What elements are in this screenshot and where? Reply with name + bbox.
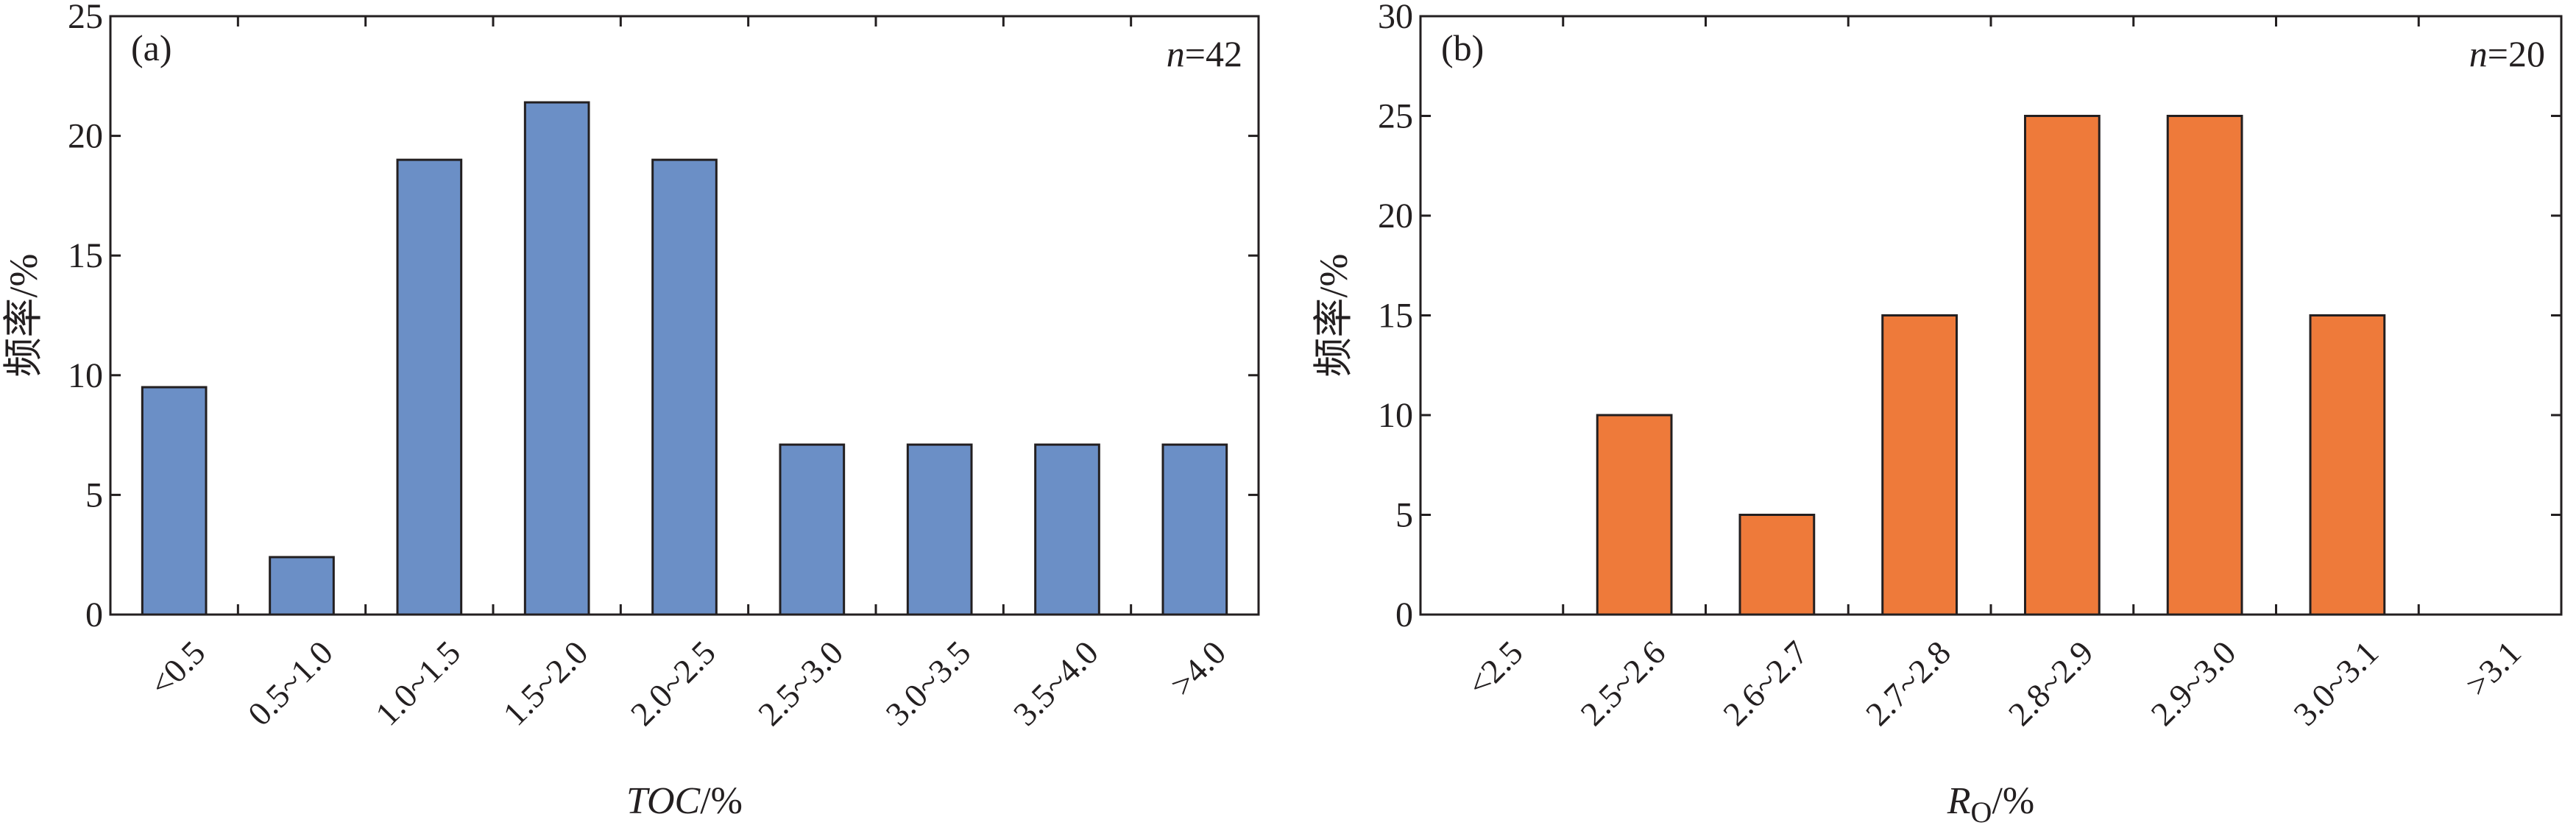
bar-4 [651, 158, 718, 616]
plot-frame [109, 15, 1260, 616]
y-tick-label: 20 [1378, 197, 1413, 236]
bar-2 [1738, 514, 1816, 616]
y-tick-label: 20 [68, 117, 103, 156]
x-category-label: 2.6~2.7 [1716, 634, 1815, 733]
y-tick-label: 0 [1395, 595, 1413, 634]
sample-count-value: =20 [2488, 33, 2545, 74]
panel-label: (a) [131, 27, 172, 68]
x-category-label: 2.9~3.0 [2143, 634, 2243, 733]
y-tick-label: 0 [85, 595, 103, 634]
x-axis-label-unit: /% [1992, 780, 2034, 822]
y-tick-label: 25 [68, 0, 103, 36]
x-category-label: <0.5 [142, 634, 212, 704]
y-tick-label: 5 [1395, 496, 1413, 535]
x-category-label: 1.0~1.5 [368, 634, 467, 733]
x-axis-label: TOC/% [626, 780, 743, 822]
x-category-label: 2.5~2.6 [1573, 634, 1672, 733]
bar-2 [396, 158, 463, 616]
bar-7 [1034, 443, 1100, 616]
sample-count: n=42 [1167, 33, 1242, 74]
bar-5 [2166, 115, 2243, 616]
x-category-label: 1.5~2.0 [496, 634, 595, 733]
x-category-label: >4.0 [1163, 634, 1233, 704]
x-category-label: 3.0~3.5 [879, 634, 978, 733]
panel-a: 0 5 10 15 20 25 <0.5 0.5~1.0 1.0~1.5 1.5~2.0 2.0~2… [1, 0, 1260, 822]
bar-1 [269, 556, 335, 616]
bar-0 [141, 386, 208, 616]
y-axis-label: 频率/% [1, 254, 46, 378]
y-tick-label: 30 [1378, 0, 1413, 36]
bar-3 [1881, 314, 1958, 616]
panel-b: 0 5 10 15 20 25 30 <2.5 2.5~2.6 2.6~2.7 2.7~2.8 2.8… [1312, 0, 2563, 828]
x-axis-label-unit: /% [700, 780, 743, 822]
bar-8 [1161, 443, 1228, 616]
y-tick-label: 10 [1378, 396, 1413, 435]
plot-frame [1419, 15, 2563, 616]
x-category-label: 2.0~2.5 [623, 634, 723, 733]
sample-count: n=20 [2469, 33, 2545, 74]
bar-4 [2024, 115, 2101, 616]
sample-count-value: =42 [1185, 33, 1242, 74]
y-tick-label: 25 [1378, 97, 1413, 136]
bar-5 [779, 443, 846, 616]
x-category-label: 2.8~2.9 [2001, 634, 2101, 733]
y-tick-label: 10 [68, 356, 103, 395]
x-axis-label-subscript: O [1971, 796, 1992, 828]
x-category-label: 2.7~2.8 [1858, 634, 1958, 733]
x-category-label: >3.1 [2458, 634, 2528, 704]
x-category-label: 0.5~1.0 [241, 634, 340, 733]
y-axis-label: 频率/% [1312, 254, 1356, 378]
x-category-label: 3.0~3.1 [2286, 634, 2385, 733]
sample-count-symbol: n [1167, 33, 1185, 74]
bar-1 [1596, 414, 1673, 616]
y-tick-label: 5 [85, 475, 103, 514]
bar-3 [523, 101, 590, 616]
x-axis-label-symbol: R [1947, 780, 1971, 822]
x-category-label: 3.5~4.0 [1006, 634, 1105, 733]
y-tick-label: 15 [1378, 297, 1413, 336]
x-axis-label-symbol: TOC [626, 780, 701, 822]
y-tick-label: 15 [68, 236, 103, 275]
sample-count-symbol: n [2469, 33, 2488, 74]
x-category-label: <2.5 [1460, 634, 1530, 704]
x-axis-label: RO/% [1947, 780, 2034, 828]
x-category-label: 2.5~3.0 [751, 634, 850, 733]
panel-label: (b) [1441, 27, 1484, 68]
bar-6 [2309, 314, 2386, 616]
bar-6 [906, 443, 973, 616]
